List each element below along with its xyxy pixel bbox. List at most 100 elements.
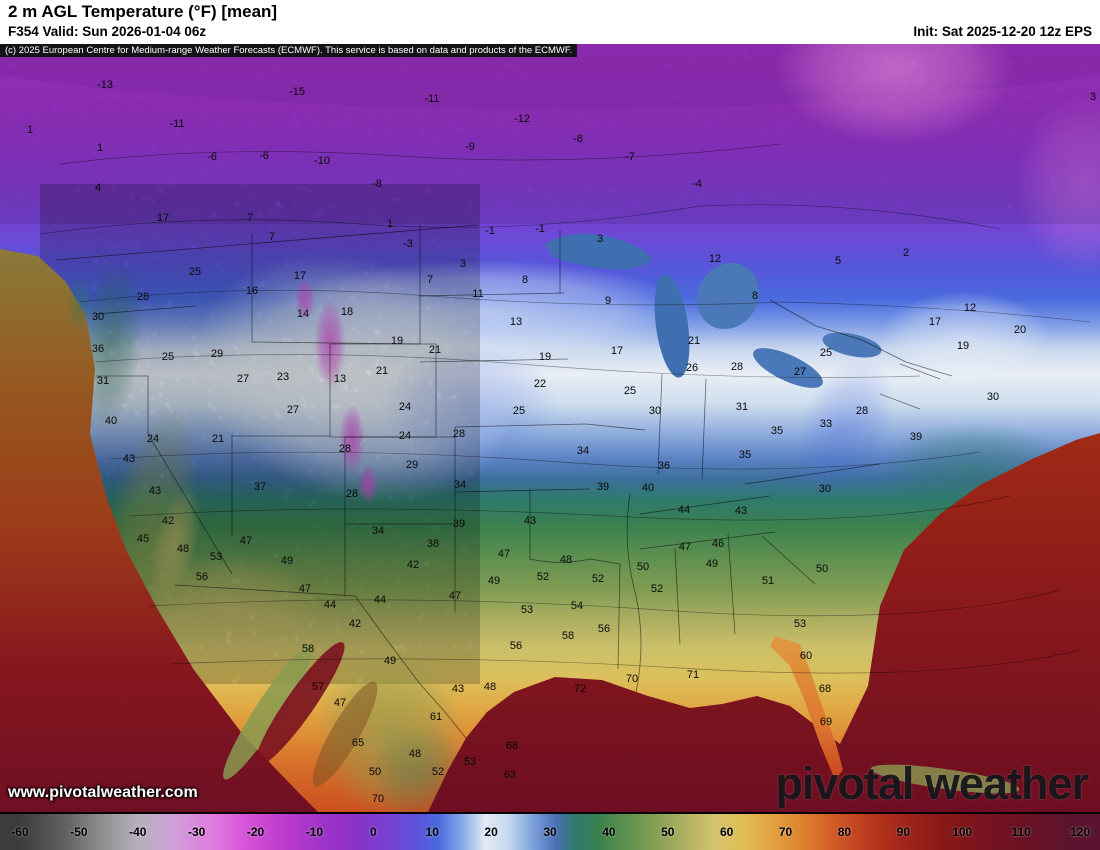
temp-label: -8 xyxy=(372,178,382,190)
temp-label: 52 xyxy=(591,573,605,585)
map-title: 2 m AGL Temperature (°F) [mean] xyxy=(8,2,278,21)
state-borders xyxy=(55,224,953,739)
contour-lines xyxy=(39,143,1091,674)
temp-label: 8 xyxy=(751,290,759,302)
temp-label: -10 xyxy=(314,155,330,167)
temp-label: 44 xyxy=(677,504,691,516)
temp-label: 27 xyxy=(793,366,807,378)
temp-label: 19 xyxy=(390,335,404,347)
colorbar-tick-label: 90 xyxy=(896,825,911,839)
temp-label: 7 xyxy=(246,212,254,224)
temp-label: -15 xyxy=(289,86,305,98)
temp-label: 7 xyxy=(426,274,434,286)
temp-label: 68 xyxy=(818,683,832,695)
temp-label: 49 xyxy=(705,558,719,570)
temp-label: 44 xyxy=(373,594,387,606)
temp-label: 44 xyxy=(323,599,337,611)
temp-label: 14 xyxy=(296,308,310,320)
temp-label: 4 xyxy=(94,182,102,194)
temp-label: 30 xyxy=(818,483,832,495)
colorbar-tick-label: 10 xyxy=(425,825,439,839)
colorbar-tick-label: 110 xyxy=(1011,825,1031,839)
temp-label: 12 xyxy=(708,253,722,265)
temp-label: 52 xyxy=(650,583,664,595)
temp-label: 18 xyxy=(340,306,354,318)
temp-label: 71 xyxy=(686,669,700,681)
temp-label: 53 xyxy=(463,756,477,768)
temp-label: 23 xyxy=(276,371,290,383)
temp-label: 47 xyxy=(678,541,692,553)
pivotal-weather-logo: pivotal weather xyxy=(775,758,1089,809)
colorbar-tick-label: -50 xyxy=(70,825,88,839)
temp-label: 5 xyxy=(834,255,842,267)
temp-label: 8 xyxy=(521,274,529,286)
temp-label: 28 xyxy=(452,428,466,440)
init-time: Init: Sat 2025-12-20 12z EPS xyxy=(913,24,1092,39)
temp-label: 29 xyxy=(405,459,419,471)
temp-label: 3 xyxy=(459,258,467,270)
colorbar-tick-label: 120 xyxy=(1069,825,1091,839)
map-art xyxy=(0,44,1100,812)
temp-label: 48 xyxy=(483,681,497,693)
temp-label: -11 xyxy=(169,118,185,130)
colorbar-tick-label: -30 xyxy=(187,825,206,839)
temp-label: 37 xyxy=(253,481,267,493)
temp-label: 49 xyxy=(487,575,501,587)
temp-label: 24 xyxy=(146,433,160,445)
temp-label: 43 xyxy=(734,505,748,517)
temp-label: 58 xyxy=(301,643,315,655)
terrain-texture-north xyxy=(0,44,1100,224)
temp-label: 49 xyxy=(383,655,397,667)
temp-label: 2 xyxy=(902,247,910,259)
temp-label: 48 xyxy=(176,543,190,555)
temp-label: 24 xyxy=(398,401,412,413)
temp-label: 1 xyxy=(26,124,34,136)
temp-label: -1 xyxy=(535,223,545,235)
temp-label: 46 xyxy=(711,538,725,550)
temp-label: 43 xyxy=(148,485,162,497)
temp-label: 17 xyxy=(610,345,624,357)
temp-label: 7 xyxy=(268,231,276,243)
temp-label: 30 xyxy=(648,405,662,417)
temp-label: 58 xyxy=(561,630,575,642)
temp-label: 13 xyxy=(333,373,347,385)
temp-label: -3 xyxy=(403,238,413,250)
temp-label: -1 xyxy=(485,225,495,237)
temp-label: -9 xyxy=(465,141,475,153)
temp-label: 39 xyxy=(909,431,923,443)
temp-label: 40 xyxy=(104,415,118,427)
temp-label: 29 xyxy=(210,348,224,360)
temp-label: 56 xyxy=(195,571,209,583)
colorbar-tick-label: 70 xyxy=(778,825,793,839)
colorbar-tick-label: 30 xyxy=(543,825,557,839)
temperature-map: -13 1 -11 -15 -11 -12 -8 1 -9 -6 -6 -10 -7 4 -8 -4 3 17 7 1… xyxy=(0,44,1100,812)
temp-label: 24 xyxy=(398,430,412,442)
temp-label: 12 xyxy=(963,302,977,314)
temp-label: 25 xyxy=(512,405,526,417)
temp-label: 28 xyxy=(730,361,744,373)
colorbar-gradient xyxy=(0,814,1100,850)
florida-peninsula xyxy=(770,636,843,780)
temp-label: 53 xyxy=(209,551,223,563)
colorbar-tick-label: 0 xyxy=(369,825,377,839)
temp-label: 47 xyxy=(333,697,347,709)
temp-label: 1 xyxy=(386,218,394,230)
colorbar-tick-label: -20 xyxy=(246,825,265,839)
temp-label: 25 xyxy=(161,351,175,363)
colorbar-tick-label: 20 xyxy=(484,825,498,839)
temp-label: -13 xyxy=(97,79,113,91)
temp-label: 28 xyxy=(338,443,352,455)
temp-label: 25 xyxy=(819,347,833,359)
colorbar-tick-label: 60 xyxy=(719,825,734,839)
atlantic-gulf-ocean xyxy=(428,433,1100,812)
temp-label: 39 xyxy=(596,481,610,493)
temp-label: 48 xyxy=(408,748,422,760)
temp-label: 49 xyxy=(280,555,294,567)
temp-label: 65 xyxy=(351,737,365,749)
temp-label: 22 xyxy=(533,378,547,390)
temp-label: 30 xyxy=(91,311,105,323)
temp-label: 69 xyxy=(819,716,833,728)
colorbar-tick-label: 100 xyxy=(952,825,973,839)
temp-label: 43 xyxy=(451,683,465,695)
